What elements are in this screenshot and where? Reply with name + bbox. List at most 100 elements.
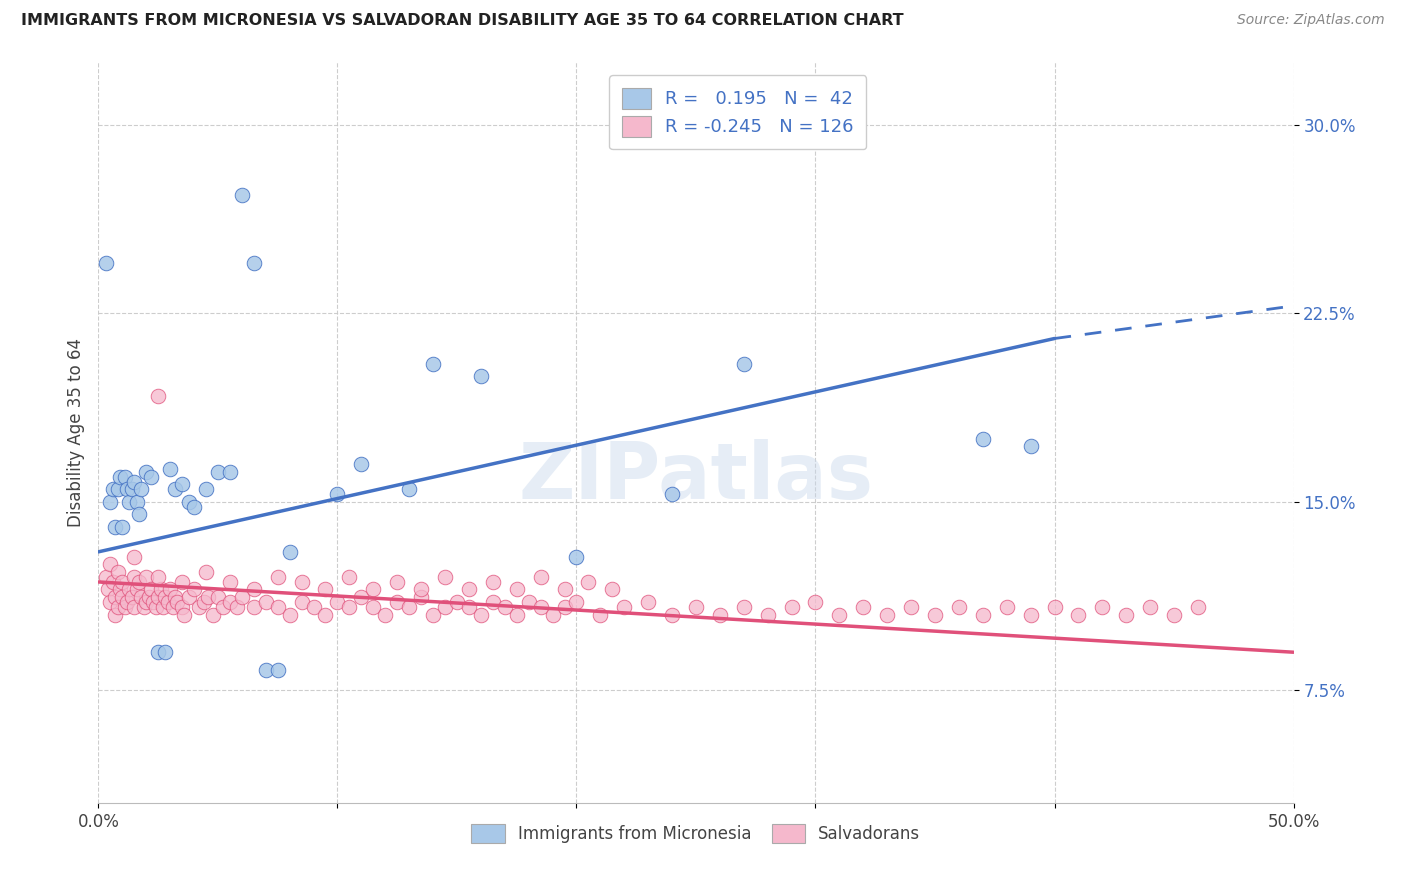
Point xyxy=(481,574,505,589)
Point xyxy=(193,595,215,609)
Point xyxy=(98,558,122,572)
Point xyxy=(219,595,242,609)
Point xyxy=(226,600,249,615)
Point xyxy=(411,582,433,597)
Point xyxy=(195,565,218,579)
Point xyxy=(1043,600,1066,615)
Point xyxy=(517,595,540,609)
Point xyxy=(1163,607,1185,622)
Point xyxy=(128,574,150,589)
Point xyxy=(530,570,553,584)
Point xyxy=(111,574,134,589)
Point xyxy=(159,462,181,476)
Point xyxy=(166,595,188,609)
Point xyxy=(385,595,409,609)
Point xyxy=(315,582,337,597)
Point xyxy=(291,574,314,589)
Point xyxy=(350,457,373,471)
Point xyxy=(156,595,179,609)
Point xyxy=(94,256,117,270)
Point xyxy=(118,494,141,508)
Point xyxy=(121,482,143,496)
Point xyxy=(172,600,194,615)
Point xyxy=(374,607,396,622)
Point xyxy=(924,607,946,622)
Point xyxy=(135,570,157,584)
Point xyxy=(172,574,194,589)
Point xyxy=(1019,607,1042,622)
Point xyxy=(101,574,124,589)
Point xyxy=(709,607,731,622)
Point xyxy=(197,590,219,604)
Point xyxy=(363,582,385,597)
Point xyxy=(254,663,277,677)
Point xyxy=(187,600,209,615)
Point xyxy=(1091,600,1114,615)
Point xyxy=(219,465,242,479)
Point xyxy=(243,256,266,270)
Point xyxy=(972,607,994,622)
Point xyxy=(422,607,444,622)
Point xyxy=(142,595,165,609)
Point xyxy=(135,465,157,479)
Point xyxy=(554,582,576,597)
Point xyxy=(195,482,218,496)
Point xyxy=(114,600,136,615)
Point xyxy=(291,595,314,609)
Point xyxy=(243,582,266,597)
Point xyxy=(278,545,301,559)
Point xyxy=(202,607,225,622)
Point xyxy=(125,494,148,508)
Point xyxy=(111,590,134,604)
Point xyxy=(211,600,233,615)
Point xyxy=(104,520,127,534)
Point xyxy=(995,600,1018,615)
Point xyxy=(163,590,186,604)
Point xyxy=(148,389,170,403)
Point xyxy=(363,600,385,615)
Point xyxy=(661,487,683,501)
Point xyxy=(125,582,148,597)
Point xyxy=(267,663,290,677)
Point xyxy=(267,570,290,584)
Text: IMMIGRANTS FROM MICRONESIA VS SALVADORAN DISABILITY AGE 35 TO 64 CORRELATION CHA: IMMIGRANTS FROM MICRONESIA VS SALVADORAN… xyxy=(21,13,904,29)
Point xyxy=(183,582,205,597)
Legend: Immigrants from Micronesia, Salvadorans: Immigrants from Micronesia, Salvadorans xyxy=(465,817,927,850)
Point xyxy=(470,607,492,622)
Point xyxy=(422,357,444,371)
Point xyxy=(972,432,994,446)
Point xyxy=(254,595,277,609)
Point xyxy=(124,570,146,584)
Point xyxy=(350,590,373,604)
Point xyxy=(124,600,146,615)
Point xyxy=(339,570,361,584)
Point xyxy=(565,549,588,564)
Point xyxy=(219,574,242,589)
Point xyxy=(108,582,131,597)
Point xyxy=(243,600,266,615)
Point xyxy=(159,582,181,597)
Point xyxy=(637,595,659,609)
Point xyxy=(339,600,361,615)
Point xyxy=(446,595,468,609)
Point xyxy=(554,600,576,615)
Point xyxy=(458,600,481,615)
Point xyxy=(131,482,153,496)
Point xyxy=(470,369,492,384)
Point xyxy=(148,590,170,604)
Point xyxy=(152,600,174,615)
Point xyxy=(155,645,177,659)
Point xyxy=(267,600,290,615)
Point xyxy=(876,607,898,622)
Point xyxy=(124,475,146,489)
Point xyxy=(179,590,201,604)
Point xyxy=(135,595,157,609)
Point xyxy=(149,582,172,597)
Point xyxy=(118,582,141,597)
Point xyxy=(458,582,481,597)
Point xyxy=(173,607,195,622)
Point xyxy=(148,570,170,584)
Point xyxy=(231,590,253,604)
Point xyxy=(155,590,177,604)
Text: ZIPatlas: ZIPatlas xyxy=(519,439,873,515)
